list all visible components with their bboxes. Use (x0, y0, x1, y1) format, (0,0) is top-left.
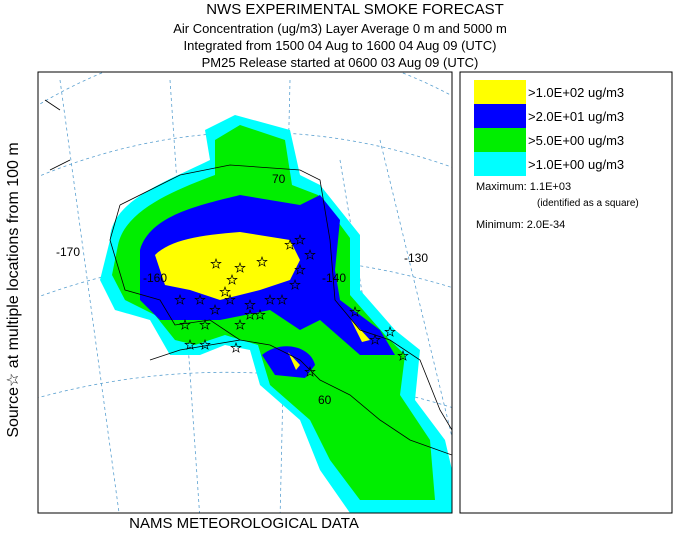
subtitle: Air Concentration (ug/m3) Layer Average … (173, 21, 507, 36)
coastline (44, 99, 452, 456)
maximum-note: (identified as a square) (537, 198, 639, 209)
side-label: Source☆ at multiple locations from 100 m (5, 142, 22, 437)
subtitle: PM25 Release started at 0600 03 Aug 09 (… (202, 55, 479, 70)
map-label: -140 (322, 271, 346, 285)
layer-100 (288, 352, 300, 370)
map-label: 70 (272, 172, 286, 186)
layer-20 (262, 346, 315, 378)
map-label: -160 (143, 271, 167, 285)
minimum: Minimum: 2.0E-34 (476, 219, 565, 231)
layer-100 (155, 232, 300, 300)
map-label: -170 (56, 245, 80, 259)
legend-swatch (474, 152, 526, 176)
legend-swatch (474, 104, 526, 128)
legend-label: >1.0E+00 ug/m3 (528, 157, 624, 172)
footer: NAMS METEOROLOGICAL DATA (129, 515, 359, 532)
subtitle: Integrated from 1500 04 Aug to 1600 04 A… (184, 38, 497, 53)
map-frame (37, 71, 453, 514)
legend-label: >1.0E+02 ug/m3 (528, 85, 624, 100)
legend: >1.0E+02 ug/m3 >2.0E+01 ug/m3 >5.0E+00 ug/… (474, 80, 624, 176)
map (38, 72, 452, 513)
legend-swatch (474, 128, 526, 152)
title: NWS EXPERIMENTAL SMOKE FORECAST (206, 1, 504, 18)
legend-swatch (474, 80, 526, 104)
map-label: -130 (404, 251, 428, 265)
legend-label: >5.0E+00 ug/m3 (528, 133, 624, 148)
legend-label: >2.0E+01 ug/m3 (528, 109, 624, 124)
map-label: 60 (318, 393, 332, 407)
maximum: Maximum: 1.1E+03 (476, 181, 571, 193)
